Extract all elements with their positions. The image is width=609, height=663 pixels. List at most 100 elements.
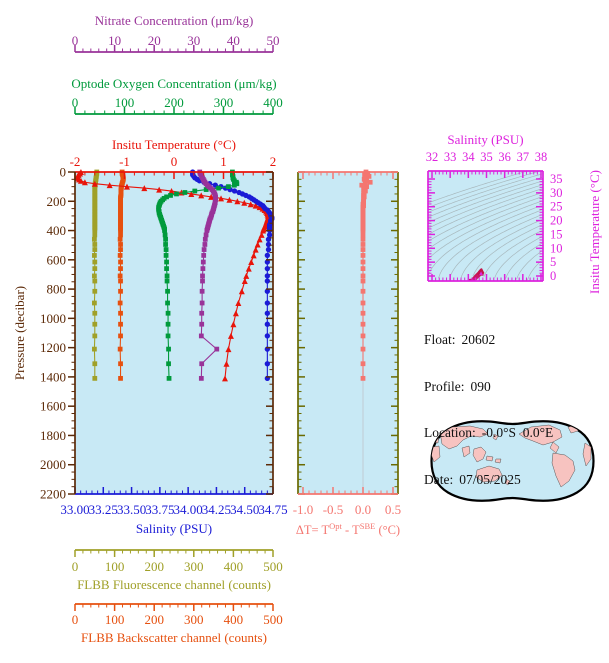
svg-text:100: 100 — [105, 612, 125, 627]
float-label: Float: — [424, 332, 456, 347]
svg-text:0.5: 0.5 — [385, 502, 401, 517]
ts-frame — [427, 170, 544, 282]
svg-text:Pressure (decibar): Pressure (decibar) — [12, 286, 27, 380]
svg-text:20: 20 — [148, 33, 161, 48]
svg-text:25: 25 — [550, 200, 563, 214]
svg-text:Insitu Temperature (°C): Insitu Temperature (°C) — [587, 170, 602, 294]
float-info-row: Date: 07/05/2025 — [424, 472, 553, 488]
date-value: 07/05/2025 — [459, 471, 521, 487]
svg-text:32: 32 — [426, 150, 439, 164]
svg-text:Optode Oxygen Concentration (μ: Optode Oxygen Concentration (μm/kg) — [71, 76, 276, 91]
main-frame — [68, 171, 274, 495]
svg-text:-1: -1 — [119, 154, 130, 169]
svg-text:20: 20 — [550, 214, 563, 228]
svg-text:ΔT= TOpt - TSBE (°C): ΔT= TOpt - TSBE (°C) — [296, 521, 400, 537]
svg-text:300: 300 — [184, 612, 204, 627]
svg-text:33.75: 33.75 — [145, 502, 174, 517]
svg-text:0: 0 — [171, 154, 178, 169]
svg-text:400: 400 — [47, 223, 67, 238]
float-info-row: Location: -0.0°S 0.0°E — [424, 425, 553, 441]
svg-text:15: 15 — [550, 227, 563, 241]
svg-text:200: 200 — [144, 612, 164, 627]
svg-text:0.0: 0.0 — [355, 502, 371, 517]
float-info-row: Float: 20602 — [424, 332, 553, 348]
svg-text:600: 600 — [47, 252, 67, 267]
svg-text:1800: 1800 — [40, 428, 66, 443]
svg-text:10: 10 — [550, 241, 563, 255]
delta-t-panel — [298, 172, 398, 494]
delta-t-title: ΔT= TOpt - TSBE (°C) — [296, 521, 400, 537]
svg-text:34.25: 34.25 — [202, 502, 231, 517]
profile-value: 090 — [470, 378, 491, 394]
svg-text:300: 300 — [214, 95, 234, 110]
svg-text:-2: -2 — [70, 154, 81, 169]
svg-text:5: 5 — [550, 255, 556, 269]
svg-text:0: 0 — [72, 95, 79, 110]
svg-text:34.75: 34.75 — [258, 502, 287, 517]
delta-t-frame: -1.0 -0.5 0.0 0.5 — [293, 171, 401, 517]
float-value: 20602 — [461, 332, 496, 347]
salinity-profile — [190, 169, 275, 382]
profile-label: Profile: — [424, 378, 465, 394]
svg-text:0: 0 — [72, 612, 79, 627]
svg-text:200: 200 — [47, 194, 67, 209]
svg-text:200: 200 — [144, 559, 164, 574]
nitrate-axis: 0 10 20 30 40 50 Nitrate Concentration (μm/kg) — [72, 13, 280, 53]
svg-text:FLBB Backscatter channel (coun: FLBB Backscatter channel (counts) — [81, 630, 267, 645]
svg-text:0: 0 — [72, 33, 79, 48]
svg-text:50: 50 — [267, 33, 280, 48]
svg-text:Salinity (PSU): Salinity (PSU) — [447, 132, 523, 147]
svg-text:40: 40 — [227, 33, 240, 48]
world-map — [430, 420, 595, 502]
location-value: -0.0°S 0.0°E — [481, 425, 554, 440]
svg-text:400: 400 — [224, 612, 244, 627]
svg-text:36: 36 — [498, 150, 511, 164]
map-land — [431, 424, 592, 488]
svg-text:38: 38 — [535, 150, 548, 164]
svg-text:34.50: 34.50 — [230, 502, 259, 517]
svg-text:500: 500 — [263, 612, 283, 627]
svg-text:33.25: 33.25 — [89, 502, 118, 517]
svg-text:400: 400 — [263, 95, 283, 110]
oxygen-profile — [156, 169, 240, 381]
svg-text:800: 800 — [47, 282, 67, 297]
svg-text:37: 37 — [517, 150, 530, 164]
svg-text:400: 400 — [224, 559, 244, 574]
main-profile-panel — [75, 172, 273, 494]
svg-text:Salinity (PSU): Salinity (PSU) — [136, 521, 212, 536]
delta-t-profile — [359, 169, 373, 381]
svg-text:Nitrate Concentration (μm/kg): Nitrate Concentration (μm/kg) — [95, 13, 254, 28]
float-info-row: Profile: 090 — [424, 379, 553, 395]
pressure-axis-labels: 0 200 400 600 800 1000 1200 1400 1600 1800 2000 220… — [12, 165, 66, 502]
svg-text:0: 0 — [72, 559, 79, 574]
svg-text:34: 34 — [462, 150, 475, 164]
svg-text:10: 10 — [108, 33, 121, 48]
svg-text:-0.5: -0.5 — [323, 502, 344, 517]
svg-text:0: 0 — [550, 269, 556, 283]
oxygen-axis: 0 100 200 300 400 Optode Oxygen Concentration… — [71, 76, 283, 115]
ts-labels: 32 33 34 35 36 37 38 Salinity (PSU) 051015202530… — [426, 132, 602, 294]
svg-text:500: 500 — [263, 559, 283, 574]
location-label: Location: — [424, 425, 476, 440]
ts-scatter — [467, 267, 485, 281]
ts-contours — [428, 171, 543, 281]
float-info: Float: 20602 Profile: 090 Location: -0.0°S … — [424, 301, 553, 518]
backscatter-axis: 0 100 200 300 400 500 FLBB Backscatter channel… — [72, 603, 283, 645]
svg-text:30: 30 — [550, 186, 563, 200]
svg-text:33.50: 33.50 — [117, 502, 146, 517]
svg-text:2000: 2000 — [40, 457, 66, 472]
svg-text:Insitu Temperature (°C): Insitu Temperature (°C) — [112, 137, 236, 152]
date-label: Date: — [424, 471, 454, 487]
svg-text:33: 33 — [444, 150, 457, 164]
svg-text:300: 300 — [184, 559, 204, 574]
fluorescence-profile — [92, 169, 100, 381]
nitrate-profile — [197, 169, 220, 381]
svg-text:35: 35 — [480, 150, 493, 164]
fluorescence-axis: 0 100 200 300 400 500 FLBB Fluorescence channe… — [72, 549, 283, 592]
svg-text:2200: 2200 — [40, 487, 66, 502]
svg-text:-1.0: -1.0 — [293, 502, 314, 517]
svg-text:30: 30 — [187, 33, 200, 48]
svg-text:1: 1 — [220, 154, 227, 169]
